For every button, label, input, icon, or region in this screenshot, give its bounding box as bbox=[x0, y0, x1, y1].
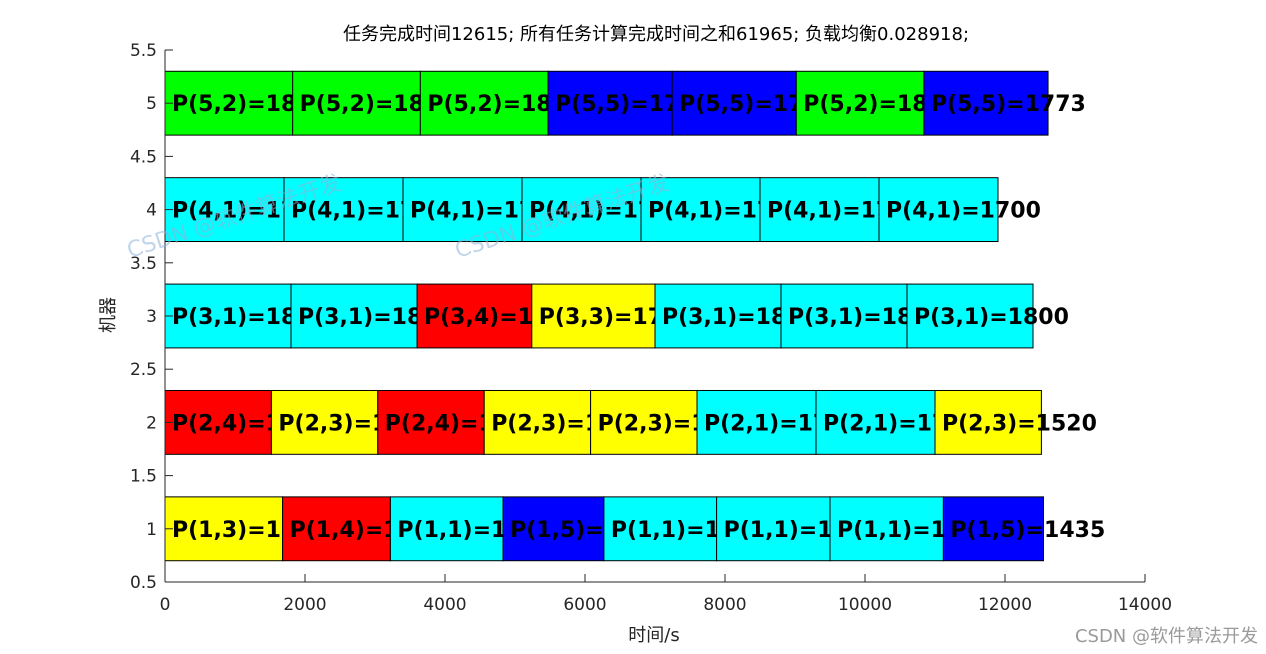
task-label-m2-2: P(2,3)=1520 bbox=[278, 411, 433, 436]
task-bar-m2-3 bbox=[377, 389, 485, 455]
footer-watermark: CSDN @软件算法开发 bbox=[1074, 626, 1258, 647]
task-label-m1-6: P(1,1)=1435 bbox=[724, 518, 879, 543]
task-bar-m1-6 bbox=[716, 496, 831, 562]
task-label-m3-7: P(3,1)=1800 bbox=[914, 305, 1069, 330]
task-label-m4-2: P(4,1)=1700 bbox=[291, 199, 446, 224]
task-label-m2-1: P(2,4)=1520 bbox=[172, 411, 327, 436]
task-bar-m4-6 bbox=[759, 177, 880, 243]
task-label-m3-1: P(3,1)=1800 bbox=[172, 305, 327, 330]
task-bar-m5-7 bbox=[923, 70, 1049, 136]
task-bar-m3-6 bbox=[780, 283, 908, 349]
y-tick-label-4: 2.5 bbox=[130, 360, 157, 380]
x-tick-label-7: 14000 bbox=[1118, 595, 1172, 615]
y-tick-label-3: 2 bbox=[146, 413, 157, 433]
task-bar-m4-5 bbox=[640, 177, 761, 243]
task-label-m1-1: P(1,3)=1435 bbox=[172, 518, 327, 543]
task-label-m4-5: P(4,1)=1700 bbox=[648, 199, 803, 224]
bars-group: P(1,3)=1435P(1,4)=1435P(1,1)=1435P(1,5)=… bbox=[164, 70, 1105, 562]
x-tick-label-5: 10000 bbox=[838, 595, 892, 615]
task-bar-m2-4 bbox=[483, 389, 592, 455]
y-tick-label-6: 3.5 bbox=[130, 254, 157, 274]
task-label-m5-5: P(5,5)=1773 bbox=[679, 92, 834, 117]
x-tick-label-1: 2000 bbox=[283, 595, 326, 615]
task-label-m5-7: P(5,5)=1773 bbox=[931, 92, 1086, 117]
task-label-m2-7: P(2,1)=1700 bbox=[823, 411, 978, 436]
task-label-m5-1: P(5,2)=1824 bbox=[172, 92, 327, 117]
x-tick-label-2: 4000 bbox=[423, 595, 466, 615]
y-tick-label-1: 1 bbox=[146, 520, 157, 540]
y-tick-label-7: 4 bbox=[146, 201, 157, 221]
task-bar-m5-3 bbox=[419, 70, 549, 136]
x-tick-label-3: 6000 bbox=[563, 595, 606, 615]
y-tick-label-2: 1.5 bbox=[130, 467, 157, 487]
task-label-m5-6: P(5,2)=1824 bbox=[803, 92, 958, 117]
x-tick-label-4: 8000 bbox=[703, 595, 746, 615]
task-bar-m2-2 bbox=[270, 389, 379, 455]
chart-title: 任务完成时间12615; 所有任务计算完成时间之和61965; 负载均衡0.02… bbox=[343, 24, 969, 45]
task-label-m4-3: P(4,1)=1700 bbox=[410, 199, 565, 224]
task-bar-m2-7 bbox=[815, 389, 936, 455]
task-label-m2-6: P(2,1)=1700 bbox=[704, 411, 859, 436]
task-bar-m1-2 bbox=[282, 496, 391, 562]
y-tick-label-0: 0.5 bbox=[130, 573, 157, 593]
task-label-m5-4: P(5,5)=1773 bbox=[555, 92, 710, 117]
task-label-m4-1: P(4,1)=1700 bbox=[172, 199, 327, 224]
x-tick-label-6: 12000 bbox=[978, 595, 1032, 615]
task-bar-m1-8 bbox=[942, 496, 1045, 562]
task-bar-m5-2 bbox=[292, 70, 421, 136]
axes-group: 0 2000 4000 6000 8000 10000 12000 14000 0.5 1 1.5 2… bbox=[130, 41, 1172, 615]
task-bar-m3-5 bbox=[654, 283, 782, 349]
task-bar-m2-6 bbox=[696, 389, 817, 455]
task-bar-m4-7 bbox=[878, 177, 999, 243]
task-label-m3-2: P(3,1)=1800 bbox=[298, 305, 453, 330]
task-label-m4-6: P(4,1)=1700 bbox=[767, 199, 922, 224]
task-bar-m4-2 bbox=[283, 177, 404, 243]
task-bar-m5-1 bbox=[164, 70, 294, 136]
task-bar-m1-5 bbox=[603, 496, 718, 562]
task-bar-m1-4 bbox=[502, 496, 605, 562]
y-tick-label-10: 5.5 bbox=[130, 41, 157, 61]
task-bar-m4-3 bbox=[402, 177, 523, 243]
task-label-m1-7: P(1,1)=1435 bbox=[837, 518, 992, 543]
task-bar-m2-5 bbox=[590, 389, 698, 455]
task-bar-m2-8 bbox=[934, 389, 1042, 455]
y-tick-label-8: 4.5 bbox=[130, 147, 157, 167]
task-bar-m1-7 bbox=[829, 496, 944, 562]
task-label-m3-5: P(3,1)=1800 bbox=[662, 305, 817, 330]
task-label-m3-3: P(3,4)=1640 bbox=[424, 305, 579, 330]
task-label-m5-3: P(5,2)=1824 bbox=[427, 92, 582, 117]
task-label-m1-4: P(1,5)=1435 bbox=[510, 518, 665, 543]
task-bar-m5-6 bbox=[795, 70, 925, 136]
y-tick-label-9: 5 bbox=[146, 94, 157, 114]
y-axis-label: 机器 bbox=[98, 297, 119, 333]
task-label-m2-4: P(2,3)=1520 bbox=[491, 411, 646, 436]
task-bar-m1-3 bbox=[389, 496, 504, 562]
task-label-m1-8: P(1,5)=1435 bbox=[950, 518, 1105, 543]
task-label-m2-3: P(2,4)=1520 bbox=[385, 411, 540, 436]
task-bar-m3-7 bbox=[906, 283, 1034, 349]
x-tick-label-0: 0 bbox=[160, 595, 171, 615]
task-bar-m5-5 bbox=[671, 70, 797, 136]
task-label-m4-7: P(4,1)=1700 bbox=[886, 199, 1041, 224]
task-label-m4-4: P(4,1)=1700 bbox=[529, 199, 684, 224]
task-bar-m3-1 bbox=[164, 283, 292, 349]
task-label-m3-6: P(3,1)=1800 bbox=[788, 305, 943, 330]
task-label-m2-8: P(2,3)=1520 bbox=[942, 411, 1097, 436]
task-bar-m3-4 bbox=[531, 283, 656, 349]
task-label-m1-2: P(1,4)=1435 bbox=[290, 518, 445, 543]
task-label-m1-3: P(1,1)=1435 bbox=[397, 518, 552, 543]
task-label-m3-4: P(3,3)=1760 bbox=[539, 305, 694, 330]
y-tick-label-5: 3 bbox=[146, 307, 157, 327]
task-label-m5-2: P(5,2)=1824 bbox=[300, 92, 455, 117]
task-label-m2-5: P(2,3)=1520 bbox=[598, 411, 753, 436]
task-bar-m1-1 bbox=[164, 496, 284, 562]
x-axis-label: 时间/s bbox=[628, 625, 679, 646]
task-bar-m4-4 bbox=[521, 177, 642, 243]
task-label-m1-5: P(1,1)=1435 bbox=[611, 518, 766, 543]
task-bar-m2-1 bbox=[164, 389, 272, 455]
